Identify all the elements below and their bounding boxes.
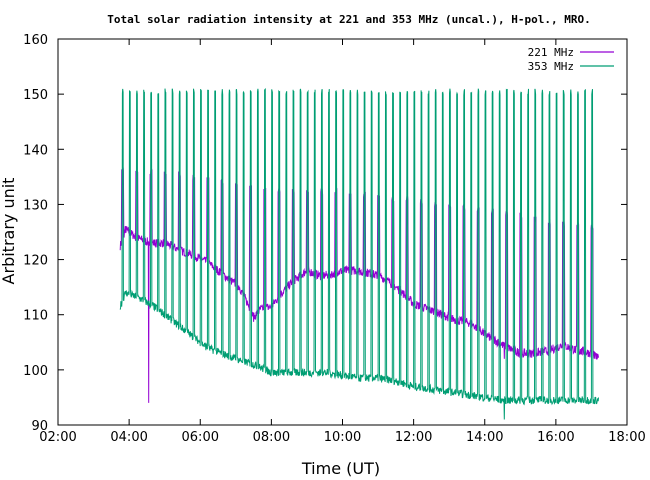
y-tick-label: 100 bbox=[23, 364, 48, 379]
y-tick-label: 140 bbox=[23, 143, 48, 158]
x-tick-label: 04:00 bbox=[110, 430, 147, 445]
x-tick-label: 08:00 bbox=[253, 430, 290, 445]
plot-area: 02:00 04:00 06:00 08:00 10:00 12:00 14:00 16:00… bbox=[23, 33, 646, 445]
x-tick-label: 18:00 bbox=[608, 430, 645, 445]
x-tick-label: 14:00 bbox=[466, 430, 503, 445]
legend-label: 221 MHz bbox=[528, 46, 574, 59]
x-tick-label: 06:00 bbox=[182, 430, 219, 445]
y-tick-label: 120 bbox=[23, 254, 48, 269]
x-tick-label: 02:00 bbox=[39, 430, 76, 445]
y-tick-label: 150 bbox=[23, 88, 48, 103]
x-tick-label: 10:00 bbox=[324, 430, 361, 445]
series-line-353 bbox=[119, 87, 599, 420]
y-tick-label: 130 bbox=[23, 198, 48, 213]
x-tick-label: 16:00 bbox=[537, 430, 574, 445]
x-axis-label: Time (UT) bbox=[301, 459, 380, 478]
y-tick-label: 110 bbox=[23, 309, 48, 324]
series-line-221 bbox=[119, 167, 599, 403]
y-axis-label: Arbitrary unit bbox=[0, 178, 18, 285]
chart-title: Total solar radiation intensity at 221 a… bbox=[107, 13, 590, 26]
legend-label: 353 MHz bbox=[528, 60, 574, 73]
y-tick-label: 160 bbox=[23, 33, 48, 48]
x-tick-label: 12:00 bbox=[395, 430, 432, 445]
y-tick-label: 90 bbox=[31, 419, 48, 434]
